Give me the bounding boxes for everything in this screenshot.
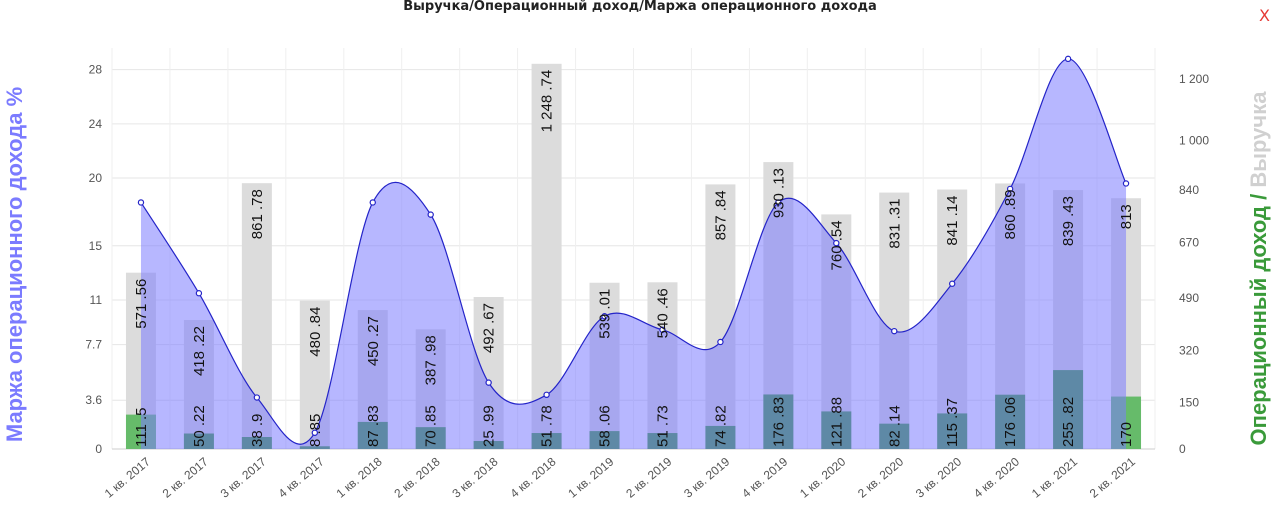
right-tick-label: 670 <box>1179 235 1199 249</box>
left-tick-label: 0 <box>95 442 102 456</box>
revenue-data-label: 760 .54 <box>828 220 845 270</box>
left-tick-label: 11 <box>90 293 103 307</box>
operating-income-data-label: 58 .06 <box>597 405 614 447</box>
operating-income-data-label: 176 .06 <box>1002 397 1019 447</box>
revenue-data-label: 540 .46 <box>654 288 671 338</box>
right-axis-title-revenue: Выручка <box>1246 91 1271 188</box>
operating-income-data-label: 111 .5 <box>133 408 150 447</box>
right-tick-label: 0 <box>1179 442 1186 456</box>
right-tick-label: 1 200 <box>1179 72 1209 86</box>
margin-point <box>311 429 319 436</box>
left-axis-title: Маржа операционного дохода % <box>2 87 27 442</box>
x-tick-label: 2 кв. 2017 <box>160 454 211 500</box>
chart-title: Выручка/Операционный доход/Маржа операци… <box>403 0 877 14</box>
revenue-data-label: 841 .14 <box>944 196 961 246</box>
margin-point <box>253 394 261 401</box>
operating-income-data-label: 176 .83 <box>770 397 787 447</box>
margin-point <box>891 327 898 335</box>
margin-point <box>601 313 608 320</box>
operating-income-data-label: 87 .83 <box>365 405 382 447</box>
right-tick-label: 490 <box>1179 291 1199 305</box>
margin-point <box>369 199 376 206</box>
right-tick-label: 840 <box>1179 183 1199 197</box>
margin-point <box>659 326 666 333</box>
margin-area <box>140 58 1127 449</box>
left-tick-label: 7.7 <box>85 338 102 352</box>
right-axis-title: Операционный доход / Выручка <box>1246 91 1271 446</box>
operating-income-data-label: 50 .22 <box>191 405 208 447</box>
operating-income-data-label: 255 .82 <box>1060 397 1077 447</box>
left-tick-label: 3.6 <box>85 393 102 407</box>
operating-income-data-label: 25 .99 <box>481 405 498 447</box>
right-axis-title-operating-income: Операционный доход / <box>1246 188 1271 446</box>
left-tick-label: 24 <box>89 117 103 131</box>
revenue-data-label: 930 .13 <box>770 168 787 218</box>
close-icon[interactable]: X <box>1259 6 1270 25</box>
operating-income-data-label: 170 <box>1118 422 1135 447</box>
revenue-data-label: 539 .01 <box>597 289 614 339</box>
margin-point <box>948 280 956 287</box>
margin-point <box>1064 55 1072 63</box>
x-tick-label: 3 кв. 2020 <box>913 454 964 500</box>
margin-point <box>485 379 492 386</box>
operating-income-data-label: 70 .85 <box>423 405 440 447</box>
revenue-data-label: 480 .84 <box>307 307 324 357</box>
left-tick-label: 15 <box>89 239 103 253</box>
revenue-data-label: 450 .27 <box>365 316 382 366</box>
margin-point <box>1122 180 1130 187</box>
revenue-data-label: 492 .67 <box>481 303 498 353</box>
operating-income-data-label: 121 .88 <box>828 397 845 447</box>
x-tick-label: 3 кв. 2019 <box>681 454 732 500</box>
x-tick-label: 4 кв. 2017 <box>276 454 327 500</box>
x-tick-label: 1 кв. 2021 <box>1029 454 1080 500</box>
right-tick-label: 320 <box>1179 343 1199 357</box>
x-tick-label: 2 кв. 2019 <box>623 454 674 500</box>
operating-income-data-label: 38 .9 <box>249 414 266 447</box>
revenue-data-label: 860 .89 <box>1002 189 1019 239</box>
x-tick-label: 1 кв. 2019 <box>565 454 616 500</box>
revenue-data-label: 1 248 .74 <box>539 70 556 133</box>
revenue-data-label: 839 .43 <box>1060 196 1077 246</box>
x-tick-label: 3 кв. 2017 <box>218 454 269 500</box>
margin-point <box>195 290 203 297</box>
margin-point <box>137 199 145 206</box>
revenue-data-label: 831 .31 <box>886 199 903 249</box>
x-tick-label: 2 кв. 2020 <box>855 454 906 500</box>
revenue-data-label: 571 .56 <box>133 279 150 329</box>
revenue-data-label: 857 .84 <box>712 190 729 240</box>
operating-income-data-label: 115 .37 <box>944 398 961 447</box>
right-tick-label: 1 000 <box>1179 134 1209 148</box>
revenue-data-label: 387 .98 <box>423 335 440 385</box>
x-tick-label: 2 кв. 2018 <box>391 454 442 500</box>
margin-point <box>1006 185 1014 193</box>
x-tick-label: 1 кв. 2020 <box>797 454 848 500</box>
right-tick-label: 150 <box>1179 396 1199 410</box>
operating-income-data-label: 82 .14 <box>886 405 903 447</box>
x-tick-label: 1 кв. 2018 <box>334 454 385 500</box>
x-tick-label: 4 кв. 2020 <box>971 454 1022 500</box>
margin-point <box>775 199 782 206</box>
margin-point <box>427 211 434 218</box>
margin-point <box>833 239 840 247</box>
operating-income-data-label: 8 .85 <box>307 414 324 447</box>
margin-point <box>543 391 550 399</box>
operating-income-data-label: 51 .73 <box>654 405 671 447</box>
x-tick-label: 1 кв. 2017 <box>102 454 153 500</box>
revenue-data-label: 813 <box>1118 204 1135 229</box>
x-tick-label: 2 кв. 2021 <box>1087 454 1138 500</box>
x-tick-label: 4 кв. 2018 <box>507 454 558 500</box>
x-tick-label: 3 кв. 2018 <box>449 454 500 500</box>
x-tick-label: 4 кв. 2019 <box>739 454 790 500</box>
left-tick-label: 20 <box>89 171 103 185</box>
revenue-data-label: 418 .22 <box>191 326 208 376</box>
operating-income-data-label: 51 .78 <box>539 405 556 447</box>
margin-point <box>717 338 724 346</box>
operating-income-data-label: 74 .82 <box>712 405 729 447</box>
revenue-data-label: 861 .78 <box>249 189 266 239</box>
left-tick-label: 28 <box>89 63 103 77</box>
